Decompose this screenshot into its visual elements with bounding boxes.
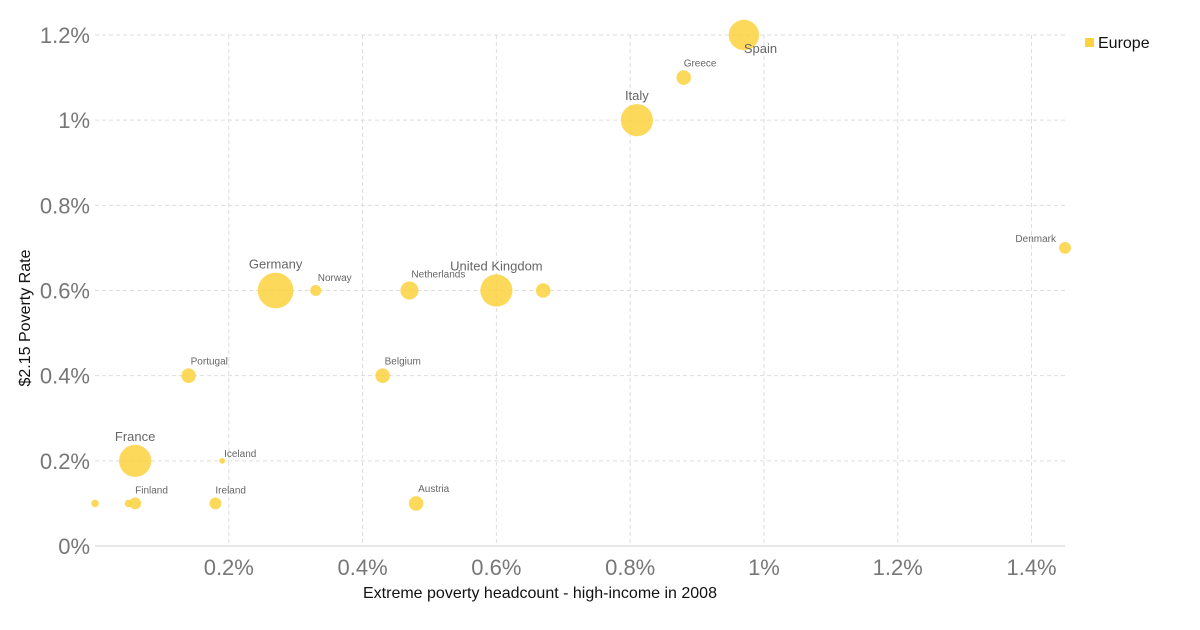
data-point[interactable] bbox=[400, 281, 419, 300]
y-tick-label: 1.2% bbox=[40, 23, 90, 48]
x-tick-label: 0.8% bbox=[605, 555, 655, 580]
y-tick-label: 0% bbox=[58, 534, 90, 559]
point-label: Austria bbox=[418, 484, 450, 495]
y-axis: 0% 0.2% 0.4% 0.6% 0.8% 1% 1.2% bbox=[40, 23, 90, 559]
point-label: Netherlands bbox=[411, 269, 465, 280]
data-point[interactable] bbox=[129, 497, 142, 510]
point-label: Norway bbox=[318, 273, 352, 284]
grid bbox=[95, 34, 1065, 546]
point-label: Denmark bbox=[1015, 234, 1057, 245]
data-point[interactable] bbox=[181, 368, 196, 383]
data-point[interactable] bbox=[480, 274, 513, 307]
x-tick-label: 0.4% bbox=[338, 555, 388, 580]
data-point[interactable] bbox=[375, 368, 390, 383]
x-tick-label: 0.6% bbox=[471, 555, 521, 580]
point-label: Spain bbox=[744, 41, 777, 56]
point-label: France bbox=[115, 429, 155, 444]
x-tick-label: 1% bbox=[748, 555, 780, 580]
data-point[interactable] bbox=[676, 70, 691, 85]
y-tick-label: 0.8% bbox=[40, 193, 90, 218]
point-label: United Kingdom bbox=[450, 258, 543, 273]
x-tick-label: 1.4% bbox=[1006, 555, 1056, 580]
data-point[interactable] bbox=[119, 444, 152, 477]
y-tick-label: 0.4% bbox=[40, 364, 90, 389]
point-label: Finland bbox=[135, 485, 168, 496]
data-point[interactable] bbox=[257, 272, 294, 309]
point-label: Greece bbox=[684, 58, 717, 69]
y-tick-label: 1% bbox=[58, 108, 90, 133]
y-tick-label: 0.6% bbox=[40, 279, 90, 304]
x-tick-label: 0.2% bbox=[204, 555, 254, 580]
legend[interactable]: Europe bbox=[1085, 35, 1150, 52]
y-axis-title: $2.15 Poverty Rate bbox=[17, 249, 34, 386]
point-label: Belgium bbox=[385, 356, 421, 367]
data-point[interactable] bbox=[535, 283, 551, 298]
data-point[interactable] bbox=[620, 104, 653, 137]
point-labels: Spain Greece Italy Denmark Germany Norway Neth… bbox=[115, 41, 1057, 496]
data-point[interactable] bbox=[728, 19, 760, 51]
point-label: Germany bbox=[249, 257, 303, 272]
data-point[interactable] bbox=[310, 284, 322, 297]
data-point[interactable] bbox=[209, 497, 222, 510]
x-tick-label: 1.2% bbox=[873, 555, 923, 580]
x-axis-title: Extreme poverty headcount - high-income … bbox=[363, 585, 717, 602]
point-label: Iceland bbox=[224, 449, 256, 460]
point-label: Italy bbox=[625, 88, 649, 103]
data-point[interactable] bbox=[219, 457, 225, 464]
legend-label-europe: Europe bbox=[1098, 35, 1150, 52]
point-label: Portugal bbox=[191, 356, 228, 367]
legend-swatch-europe bbox=[1085, 38, 1094, 47]
data-point[interactable] bbox=[408, 496, 424, 511]
data-point[interactable] bbox=[1059, 241, 1071, 254]
x-axis: 0.2% 0.4% 0.6% 0.8% 1% 1.2% 1.4% bbox=[95, 545, 1065, 580]
y-tick-label: 0.2% bbox=[40, 449, 90, 474]
data-points bbox=[91, 19, 1071, 511]
data-point[interactable] bbox=[91, 499, 99, 508]
point-label: Ireland bbox=[215, 485, 246, 496]
